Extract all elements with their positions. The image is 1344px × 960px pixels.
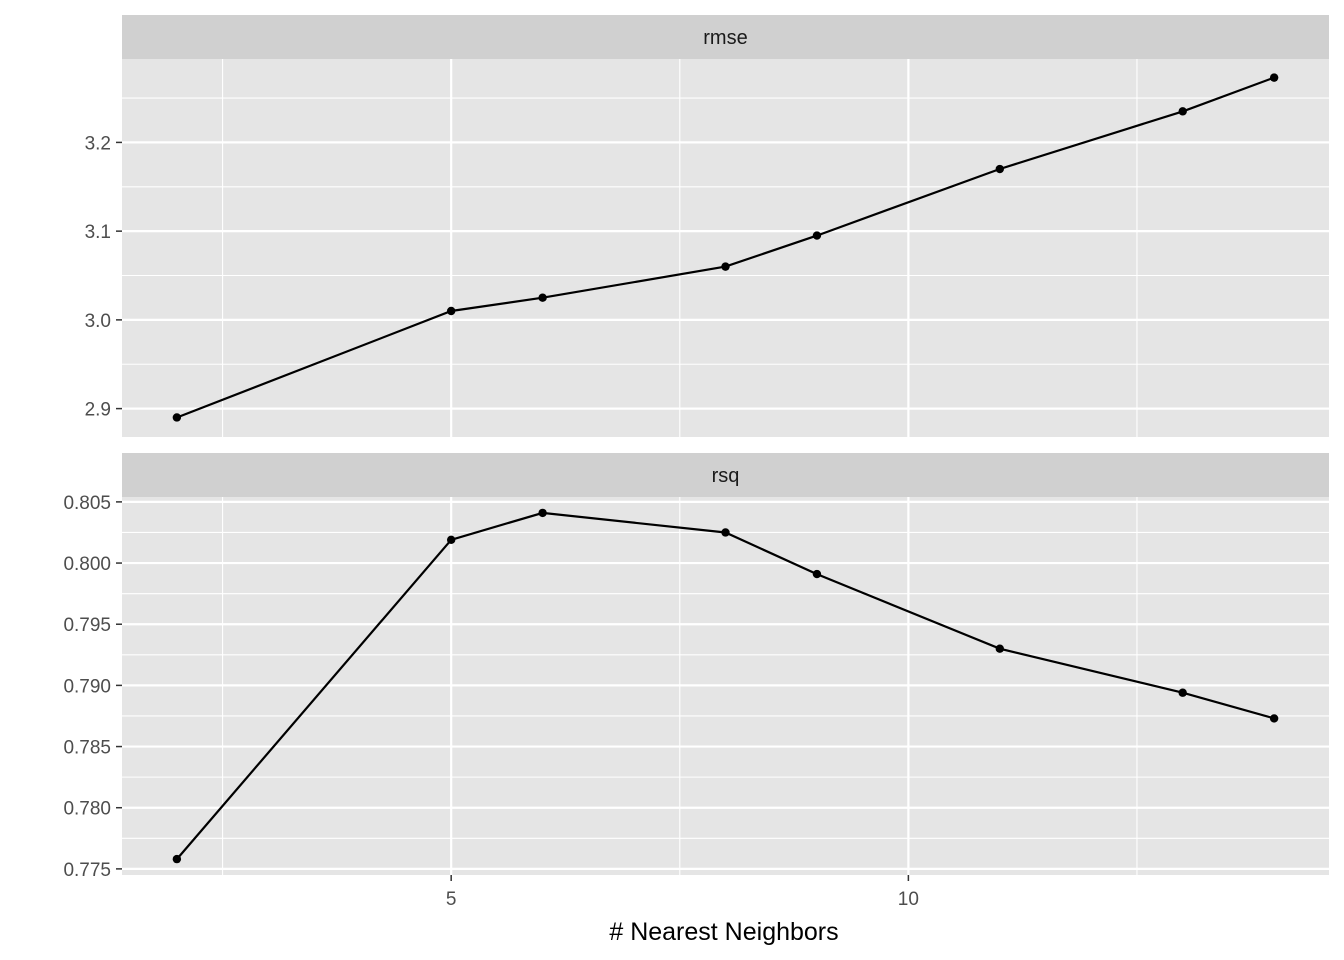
- data-point: [172, 413, 182, 422]
- facet-panel-rsq: rsq 0.775 0.780 0.785 0.790 0.795 0.800 0.805: [63, 453, 1329, 881]
- y-tick-label: 0.790: [63, 676, 111, 697]
- x-tick-label: 10: [898, 889, 919, 910]
- facet-strip: [122, 15, 1329, 59]
- series-line-rsq: [176, 511, 1275, 860]
- data-point: [1269, 714, 1279, 723]
- data-point: [1269, 73, 1279, 82]
- series-line-rmse: [176, 76, 1275, 419]
- data-point: [812, 231, 822, 240]
- y-tick-label: 0.785: [63, 738, 111, 759]
- data-point: [538, 508, 547, 518]
- facet-strip: [122, 453, 1329, 497]
- y-tick-label: 0.780: [63, 799, 111, 820]
- data-point: [721, 528, 730, 537]
- data-point: [1178, 688, 1187, 697]
- y-tick-label: 0.805: [63, 493, 111, 514]
- data-point: [1178, 107, 1187, 116]
- y-tick-label: 0.795: [63, 615, 111, 636]
- data-point: [538, 293, 547, 302]
- facet-panels: rmse 2.9 3.0 3.1 3.2 rsq 0.775 0.780 0.785 0.790 0…: [63, 15, 1329, 881]
- data-point: [812, 569, 822, 579]
- facet-panel-rmse: rmse 2.9 3.0 3.1 3.2: [85, 15, 1329, 437]
- data-point: [721, 262, 730, 271]
- y-tick-label: 0.775: [63, 860, 111, 881]
- x-axis: 5 10: [446, 875, 919, 910]
- y-tick-label: 2.9: [85, 400, 111, 421]
- data-point: [172, 854, 182, 864]
- data-point: [446, 306, 456, 316]
- data-point: [446, 535, 456, 545]
- x-axis-title: # Nearest Neighbors: [609, 918, 838, 946]
- facet-strip-label: rsq: [712, 465, 740, 487]
- x-tick-label: 5: [446, 889, 457, 910]
- y-tick-label: 3.0: [85, 311, 111, 332]
- data-point: [995, 164, 1005, 174]
- y-tick-label: 3.1: [85, 222, 111, 243]
- facet-strip-label: rmse: [703, 27, 747, 49]
- y-tick-label: 3.2: [85, 133, 111, 154]
- panel-background: [122, 59, 1329, 437]
- y-tick-label: 0.800: [63, 554, 111, 575]
- data-point: [995, 644, 1005, 653]
